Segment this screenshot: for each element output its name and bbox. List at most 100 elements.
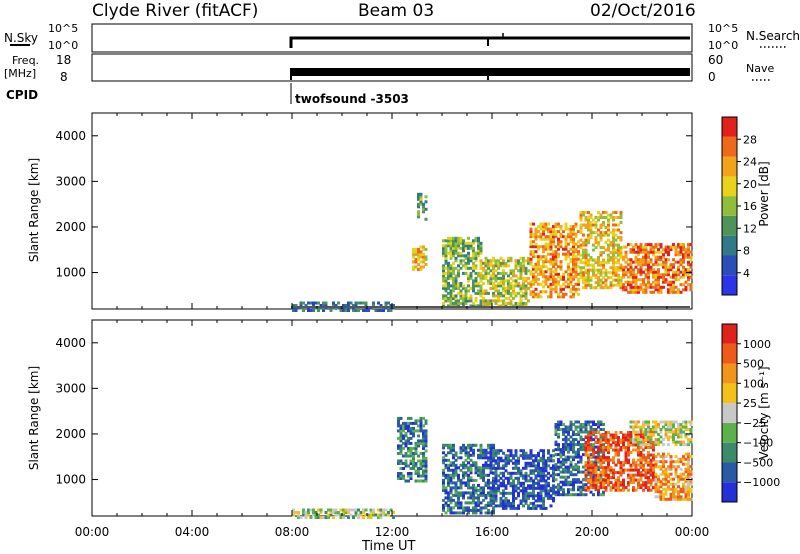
power-cell <box>454 274 458 278</box>
velocity-cell <box>424 464 428 468</box>
velocity-cell <box>499 504 503 508</box>
power-cell <box>659 275 663 279</box>
power-cell <box>664 270 668 274</box>
velocity-cell <box>617 471 620 475</box>
power-cell <box>629 258 633 262</box>
velocity-cell <box>519 489 523 493</box>
velocity-cell <box>487 493 490 497</box>
power-cell <box>459 261 463 265</box>
velocity-cell <box>617 438 620 442</box>
power-cell <box>472 254 475 258</box>
velocity-cell <box>652 441 655 444</box>
velocity-cell <box>449 496 453 500</box>
velocity-cell <box>579 455 583 459</box>
velocity-cell <box>589 466 593 470</box>
power-cell <box>464 266 468 270</box>
velocity-cell <box>594 463 598 467</box>
velocity-cell <box>602 456 605 460</box>
power-cell <box>542 270 545 274</box>
power-cell <box>517 261 520 265</box>
velocity-cell <box>657 490 660 494</box>
velocity-cell <box>629 451 633 454</box>
velocity-cell <box>669 487 673 491</box>
velocity-cell <box>459 478 463 482</box>
velocity-cell <box>654 423 658 426</box>
power-cell <box>502 301 505 305</box>
velocity-cell <box>542 506 545 510</box>
velocity-cell <box>517 481 520 485</box>
velocity-cell <box>464 446 468 450</box>
power-cell <box>469 304 473 308</box>
power-cell <box>534 250 538 254</box>
velocity-cell <box>647 488 650 492</box>
power-cell <box>294 309 298 312</box>
power-cell <box>582 253 585 257</box>
power-cell <box>529 252 533 256</box>
power-cell <box>604 273 608 277</box>
velocity-cell <box>562 490 565 494</box>
power-cell <box>522 259 525 263</box>
power-cell <box>477 236 480 240</box>
power-cell <box>622 288 625 292</box>
velocity-cell <box>649 468 653 472</box>
velocity-cell <box>682 443 685 447</box>
power-cell <box>517 276 520 280</box>
velocity-cell <box>597 488 600 492</box>
velocity-cell <box>597 458 600 462</box>
power-cell <box>544 235 548 239</box>
power-cell <box>549 260 553 264</box>
power-cell <box>652 263 655 267</box>
velocity-cell <box>314 516 318 519</box>
velocity-cell <box>539 476 543 480</box>
power-cell <box>587 221 590 224</box>
power-cell <box>597 228 600 232</box>
power-cell <box>554 267 558 271</box>
velocity-cell <box>477 453 480 457</box>
velocity-cell <box>542 496 545 500</box>
velocity-cell <box>597 453 600 457</box>
velocity-cell <box>407 439 410 443</box>
power-cell <box>579 261 583 265</box>
power-cell <box>534 237 538 241</box>
velocity-colorbar-tick-label: −25 <box>743 417 766 430</box>
power-cell <box>662 280 665 284</box>
velocity-cell <box>557 465 560 469</box>
velocity-cell <box>642 468 645 472</box>
velocity-cell <box>572 458 575 462</box>
velocity-cell <box>524 461 528 465</box>
velocity-cell <box>447 483 450 487</box>
power-cell <box>647 278 650 282</box>
power-cell <box>457 264 460 268</box>
power-cell <box>307 301 310 305</box>
velocity-cell <box>577 443 580 447</box>
velocity-cell <box>549 466 553 470</box>
power-cell <box>619 231 623 235</box>
power-cell <box>544 275 548 279</box>
velocity-cell <box>494 491 498 495</box>
velocity-cell <box>567 458 570 462</box>
velocity-cell <box>552 464 555 468</box>
power-cell <box>509 294 513 298</box>
velocity-cell <box>397 429 400 433</box>
power-colorbar-tick-label: 16 <box>743 200 757 213</box>
power-cell <box>567 227 570 231</box>
velocity-cell <box>489 463 493 467</box>
velocity-cell <box>492 499 495 503</box>
power-cell <box>347 309 350 312</box>
velocity-cell <box>462 493 465 497</box>
power-cell <box>482 276 485 280</box>
velocity-cell <box>664 497 668 501</box>
velocity-cell <box>619 488 623 492</box>
velocity-cell <box>687 470 690 474</box>
power-cell <box>294 304 298 307</box>
power-cell <box>524 289 528 293</box>
velocity-cell <box>649 446 653 449</box>
velocity-cell <box>412 426 415 430</box>
velocity-cell <box>594 428 598 431</box>
power-cell <box>334 304 338 307</box>
power-cell <box>622 270 625 274</box>
power-cell <box>594 231 598 235</box>
power-cell <box>504 291 508 295</box>
velocity-cell <box>584 473 588 477</box>
